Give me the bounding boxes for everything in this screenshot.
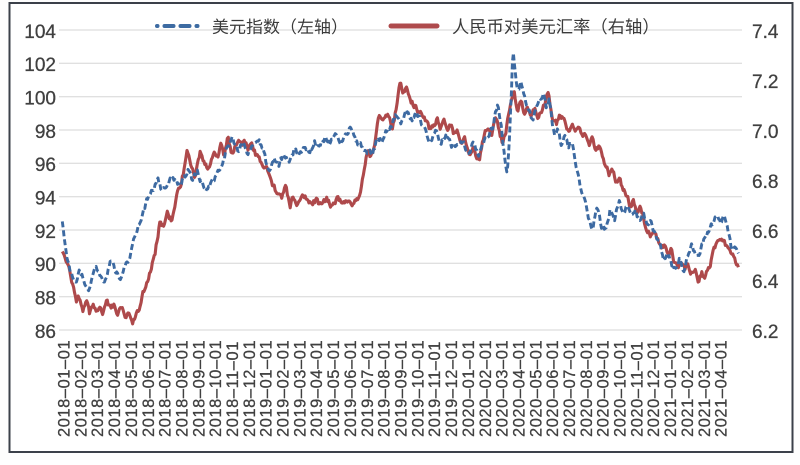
svg-text:7.2: 7.2	[752, 72, 778, 93]
svg-text:86: 86	[35, 322, 56, 343]
svg-text:102: 102	[24, 55, 56, 76]
svg-text:2021–01–01: 2021–01–01	[662, 340, 680, 437]
svg-text:6.2: 6.2	[752, 322, 778, 343]
svg-text:2018–02–01: 2018–02–01	[72, 340, 90, 437]
svg-text:2021–03–01: 2021–03–01	[696, 340, 714, 437]
svg-text:2019–10–01: 2019–10–01	[409, 340, 427, 437]
svg-text:2018–07–01: 2018–07–01	[157, 340, 175, 437]
svg-text:2020–06–01: 2020–06–01	[544, 340, 562, 437]
svg-text:2019–07–01: 2019–07–01	[359, 340, 377, 437]
svg-text:2018–12–01: 2018–12–01	[241, 340, 259, 437]
svg-text:2020–04–01: 2020–04–01	[511, 340, 529, 437]
svg-text:7.0: 7.0	[752, 122, 778, 143]
svg-text:2019–02–01: 2019–02–01	[275, 340, 293, 437]
svg-text:2018–08–01: 2018–08–01	[174, 340, 192, 437]
svg-text:2020–11–01: 2020–11–01	[628, 341, 646, 437]
svg-text:2018–10–01: 2018–10–01	[207, 340, 225, 437]
svg-text:6.6: 6.6	[752, 222, 778, 243]
svg-text:2021–02–01: 2021–02–01	[679, 340, 697, 437]
svg-text:2020–02–01: 2020–02–01	[477, 340, 495, 437]
svg-text:96: 96	[35, 155, 56, 176]
svg-text:2020–09–01: 2020–09–01	[595, 340, 613, 437]
svg-text:2019–03–01: 2019–03–01	[291, 340, 309, 437]
svg-text:88: 88	[35, 289, 56, 310]
svg-text:104: 104	[24, 22, 56, 43]
svg-text:2019–12–01: 2019–12–01	[443, 340, 461, 437]
svg-text:100: 100	[24, 89, 56, 110]
svg-text:92: 92	[35, 222, 56, 243]
svg-text:2020–05–01: 2020–05–01	[527, 340, 545, 437]
svg-text:2019–08–01: 2019–08–01	[376, 340, 394, 437]
svg-text:2019–05–01: 2019–05–01	[325, 340, 343, 437]
svg-text:2019–01–01: 2019–01–01	[258, 340, 276, 437]
svg-text:2018–06–01: 2018–06–01	[140, 340, 158, 437]
svg-text:2018–11–01: 2018–11–01	[224, 341, 242, 437]
svg-text:2020–12–01: 2020–12–01	[645, 340, 663, 437]
svg-text:2019–09–01: 2019–09–01	[393, 340, 411, 437]
svg-text:2021–04–01: 2021–04–01	[713, 340, 731, 437]
svg-text:98: 98	[35, 122, 56, 143]
svg-text:6.8: 6.8	[752, 172, 778, 193]
svg-text:2020–08–01: 2020–08–01	[578, 340, 596, 437]
svg-text:90: 90	[35, 255, 56, 276]
svg-text:2020–07–01: 2020–07–01	[561, 340, 579, 437]
svg-text:6.4: 6.4	[752, 272, 779, 293]
svg-text:94: 94	[35, 189, 57, 210]
svg-text:2019–06–01: 2019–06–01	[342, 340, 360, 437]
svg-text:2019–04–01: 2019–04–01	[308, 340, 326, 437]
svg-text:2018–03–01: 2018–03–01	[89, 340, 107, 437]
svg-text:2020–01–01: 2020–01–01	[460, 340, 478, 437]
svg-text:2018–04–01: 2018–04–01	[106, 340, 124, 437]
svg-text:2018–01–01: 2018–01–01	[56, 340, 74, 437]
svg-text:2020–03–01: 2020–03–01	[494, 340, 512, 437]
svg-text:2019–11–01: 2019–11–01	[426, 341, 444, 437]
svg-text:2018–09–01: 2018–09–01	[190, 340, 208, 437]
svg-text:2018–05–01: 2018–05–01	[123, 340, 141, 437]
svg-text:7.4: 7.4	[752, 22, 779, 43]
svg-text:2020–10–01: 2020–10–01	[612, 340, 630, 437]
